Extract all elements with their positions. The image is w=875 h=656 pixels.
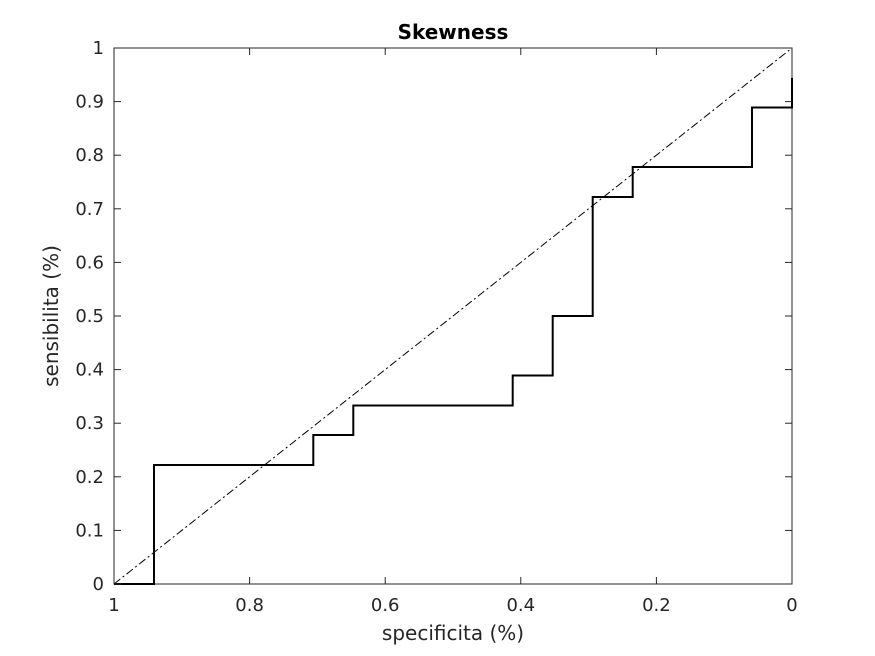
y-tick-label: 0.1 xyxy=(75,520,104,541)
y-tick-label: 0 xyxy=(93,574,104,595)
x-tick-label: 0.4 xyxy=(506,595,535,616)
y-tick-label: 0.9 xyxy=(75,92,104,113)
x-tick-label: 1 xyxy=(108,595,119,616)
x-axis-label: specificita (%) xyxy=(382,621,524,645)
y-tick-label: 0.2 xyxy=(75,467,104,488)
plot-area xyxy=(113,47,793,585)
y-tick-label: 0.8 xyxy=(75,145,104,166)
y-tick-label: 0.7 xyxy=(75,199,104,220)
reference-diagonal-line xyxy=(113,47,793,585)
roc-curve-line xyxy=(114,78,793,585)
y-tick-label: 1 xyxy=(93,38,104,59)
y-tick-label: 0.6 xyxy=(75,252,104,273)
y-axis-label: sensibilita (%) xyxy=(39,245,63,387)
y-tick-label: 0.3 xyxy=(75,413,104,434)
chart-title: Skewness xyxy=(398,20,509,44)
y-tick-label: 0.4 xyxy=(75,360,104,381)
x-tick-label: 0 xyxy=(786,595,797,616)
x-tick-label: 0.8 xyxy=(235,595,264,616)
x-tick-label: 0.2 xyxy=(642,595,671,616)
y-tick-label: 0.5 xyxy=(75,306,104,327)
x-axis-ticks: 1 0.8 0.6 0.4 0.2 0 xyxy=(108,48,798,616)
y-axis-ticks: 0 0.1 0.2 0.3 0.4 0.5 0.6 0.7 0.8 0.9 1 xyxy=(75,38,792,595)
x-tick-label: 0.6 xyxy=(371,595,400,616)
